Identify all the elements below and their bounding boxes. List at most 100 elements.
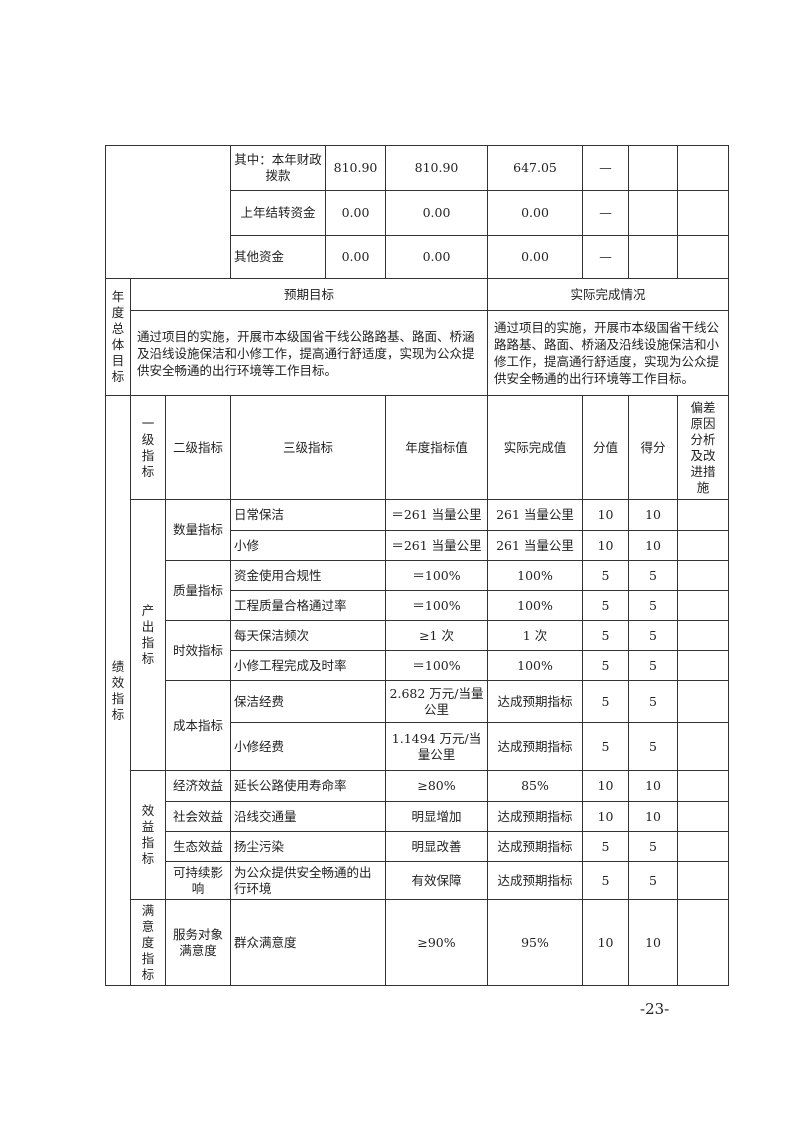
deviation-cell (677, 560, 730, 591)
table-row: 社会效益 沿线交通量 明显增加 达成预期指标 10 10 (106, 801, 730, 832)
score-cell: 5 (628, 560, 679, 591)
score-cell: 5 (628, 831, 679, 862)
points (677, 190, 730, 236)
fund-label: 其中：本年财政拨款 (230, 145, 327, 191)
actual-cell: 261 当量公里 (487, 530, 584, 561)
actual-cell: 85% (487, 770, 584, 802)
table-row: 质量指标 资金使用合规性 ＝100% 100% 5 5 (106, 560, 730, 621)
level3-cell: 群众满意度 (230, 899, 387, 986)
level3-cell: 延长公路使用寿命率 (230, 770, 387, 802)
deviation-cell (677, 722, 730, 771)
rate (628, 190, 679, 236)
deviation-cell (677, 861, 730, 900)
table-row: 效益指标 经济效益 延长公路使用寿命率 ≥80% 85% 10 10 (106, 770, 730, 900)
level2-cell: 服务对象满意度 (164, 899, 232, 986)
actual-cell: 达成预期指标 (487, 861, 584, 900)
annual-budget: 810.90 (325, 145, 387, 191)
actual-cell: 100% (487, 650, 584, 681)
level3-cell: 工程质量合格通过率 (230, 590, 387, 621)
level2-cell: 数量指标 (164, 499, 232, 561)
deviation-header: 偏差原因分析及改进措施 (677, 395, 730, 500)
score-cell: 10 (628, 801, 679, 832)
annual-goal-label-text: 年度总体目标 (111, 289, 125, 384)
score-cell: 5 (628, 680, 679, 723)
weight-cell: 5 (582, 650, 630, 681)
rate (628, 145, 679, 191)
score-cell: 5 (628, 861, 679, 900)
deviation-cell (677, 530, 730, 561)
target-cell: ＝261 当量公里 (385, 499, 489, 531)
table-row: 小修经费 1.1494 万元/当量公里 达成预期指标 5 5 (106, 722, 730, 771)
expected-header: 预期目标 (129, 278, 489, 311)
weight-header: 分值 (582, 395, 630, 500)
target-cell: ≥90% (385, 899, 489, 986)
weight-cell: 5 (582, 560, 630, 591)
level1-cell: 产出指标 (130, 499, 166, 771)
table-row: 通过项目的实施，开展市本级国省干线公路路基、路面、桥涵及沿线设施保洁和小修工作，… (106, 310, 730, 396)
target-header: 年度指标值 (385, 395, 489, 500)
deviation-cell (677, 801, 730, 832)
table-row: 年度总体目标 预期目标 实际完成情况 (105, 278, 730, 396)
deviation-cell (677, 680, 730, 723)
target-cell: 1.1494 万元/当量公里 (385, 722, 489, 771)
target-cell: 2.682 万元/当量公里 (385, 680, 489, 723)
level3-cell: 小修经费 (230, 722, 387, 771)
score-header: 得分 (628, 395, 679, 500)
full-year: 0.00 (385, 190, 489, 236)
actual-goal: 通过项目的实施，开展市本级国省干线公路路基、路面、桥涵及沿线设施保洁和小修工作，… (487, 310, 730, 396)
deviation-cell (677, 770, 730, 802)
level3-cell: 每天保洁频次 (230, 620, 387, 651)
table-row: 其中：本年财政拨款 810.90 810.90 647.05— (104, 145, 730, 279)
executed: 0.00 (487, 190, 584, 236)
level1-cell-text: 效益指标 (141, 803, 155, 866)
score-cell: 5 (628, 590, 679, 621)
blank-cell (104, 145, 232, 279)
score-cell: 5 (628, 650, 679, 681)
level1-cell: 效益指标 (130, 770, 166, 900)
actual-cell: 100% (487, 560, 584, 591)
level3-cell: 保洁经费 (230, 680, 387, 723)
weight-cell: 10 (582, 801, 630, 832)
table-row: 成本指标 保洁经费 2.682 万元/当量公里 达成预期指标 5 5 (106, 680, 730, 771)
fund-label: 其他资金 (230, 235, 327, 279)
full-year: 0.00 (385, 235, 489, 279)
weight-cell: 5 (582, 680, 630, 723)
annual-budget: 0.00 (325, 235, 387, 279)
actual-cell: 95% (487, 899, 584, 986)
level3-cell: 小修工程完成及时率 (230, 650, 387, 681)
actual-header: 实际完成情况 (487, 278, 730, 311)
level1-cell-text: 满意度指标 (141, 902, 155, 982)
rate (628, 235, 679, 279)
actual-cell: 261 当量公里 (487, 499, 584, 531)
target-cell: 有效保障 (385, 861, 489, 900)
table-row: 其他资金 0.00 0.00 0.00— (106, 235, 730, 279)
level1-cell-text: 产出指标 (141, 603, 155, 666)
table-row: 生态效益 扬尘污染 明显改善 达成预期指标 5 5 (106, 831, 730, 862)
weight-cell: 5 (582, 590, 630, 621)
table-row: 可持续影响 为公众提供安全畅通的出行环境 有效保障 达成预期指标 5 5 (106, 861, 730, 900)
weight-cell: 5 (582, 831, 630, 862)
level2-cell: 质量指标 (164, 560, 232, 621)
performance-label: 绩效指标 (105, 395, 131, 986)
level3-cell: 沿线交通量 (230, 801, 387, 832)
table-row: 工程质量合格通过率 ＝100% 100% 5 5 (106, 590, 730, 621)
target-cell: 明显增加 (385, 801, 489, 832)
level1-header-text: 一级指标 (141, 415, 155, 479)
level3-cell: 小修 (230, 530, 387, 561)
table-row: 小修工程完成及时率 ＝100% 100% 5 5 (106, 650, 730, 681)
actual-header: 实际完成值 (487, 395, 584, 500)
score-cell: 5 (628, 620, 679, 651)
page-number: -23- (640, 1000, 670, 1018)
level1-header: 一级指标 (130, 395, 166, 500)
score: — (582, 190, 630, 236)
expected-goal: 通过项目的实施，开展市本级国省干线公路路基、路面、桥涵及沿线设施保洁和小修工作，… (129, 310, 489, 396)
weight-cell: 10 (582, 770, 630, 802)
level2-cell: 时效指标 (164, 620, 232, 681)
score-cell: 10 (628, 499, 679, 531)
table-row: 满意度指标 服务对象满意度 群众满意度 ≥90% 95% 10 10 (106, 899, 730, 986)
weight-cell: 5 (582, 722, 630, 771)
deviation-cell (677, 499, 730, 531)
weight-cell: 5 (582, 620, 630, 651)
level3-cell: 扬尘污染 (230, 831, 387, 862)
level2-cell: 可持续影响 (164, 861, 232, 900)
